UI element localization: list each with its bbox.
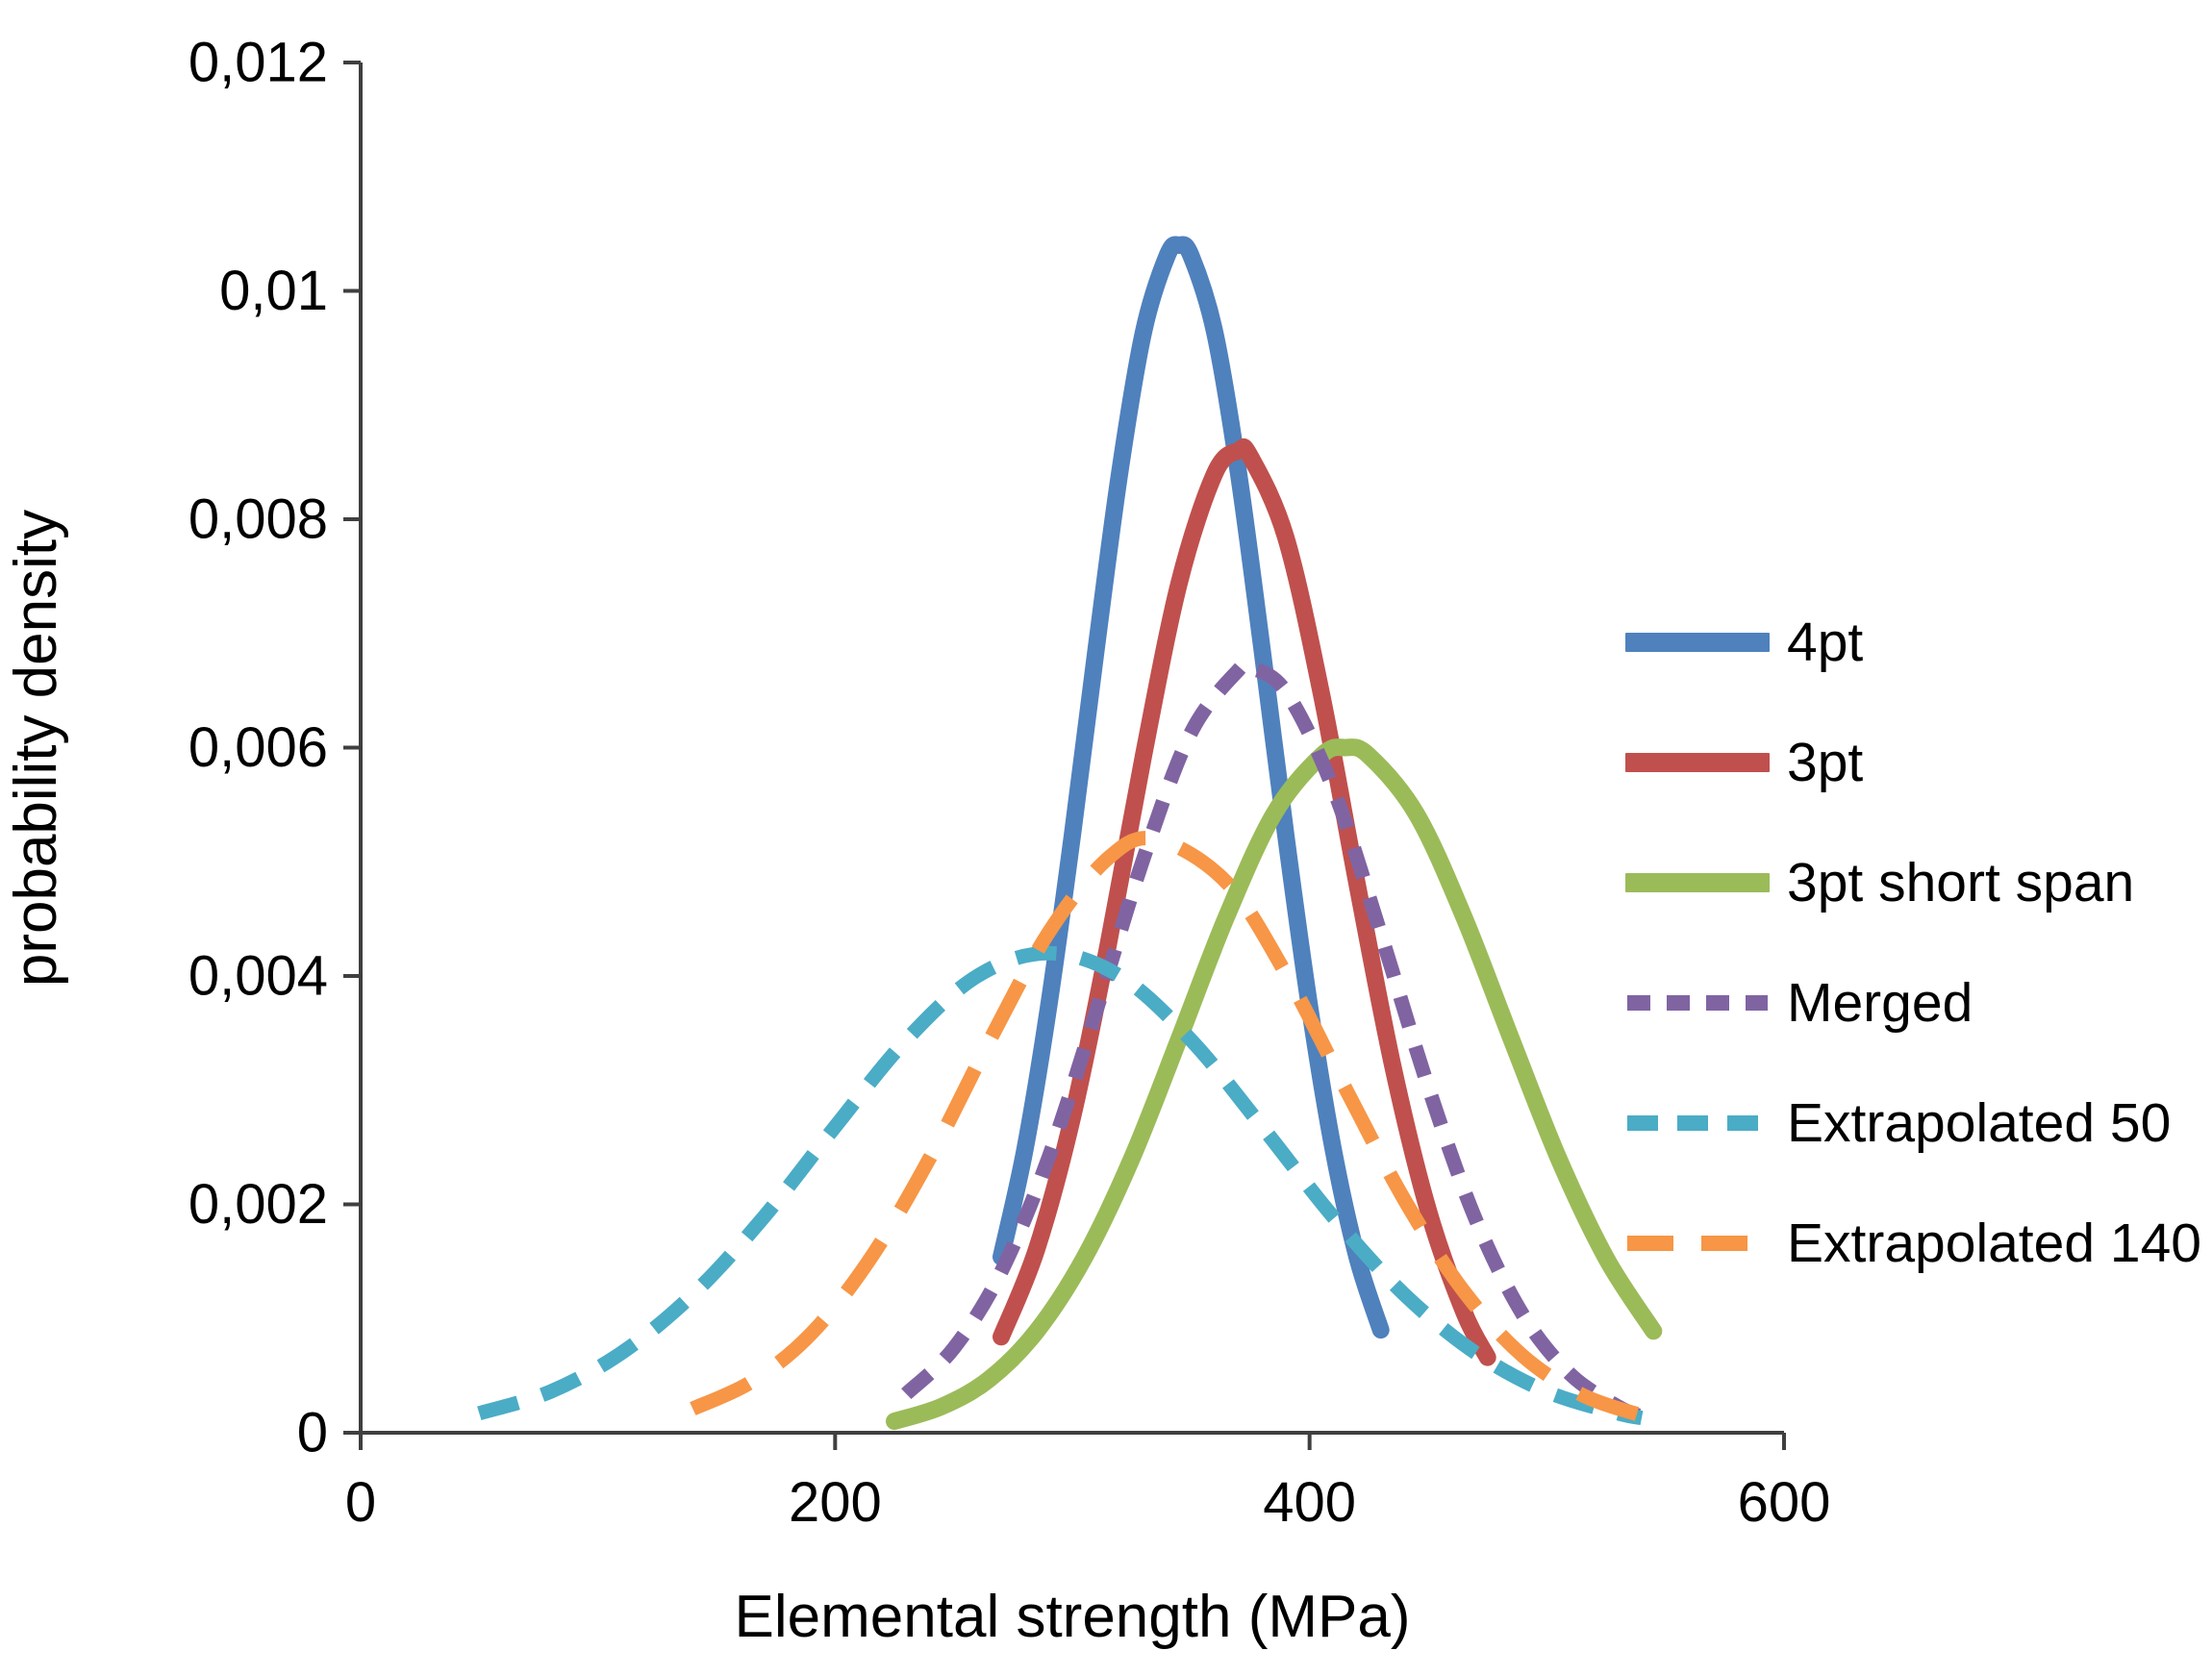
- y-tick-label: 0,002: [189, 1173, 328, 1236]
- x-tick-label: 200: [789, 1471, 882, 1534]
- legend-line-sample: [1627, 994, 1768, 1011]
- y-tick-label: 0,004: [189, 945, 328, 1008]
- y-tick-label: 0,008: [189, 488, 328, 551]
- series-line-merged: [901, 656, 1646, 1424]
- legend-line-sample: [1625, 632, 1770, 652]
- legend-label: Extrapolated 140: [1787, 1212, 2201, 1274]
- x-tick-label: 0: [345, 1471, 376, 1534]
- y-tick-label: 0,012: [189, 32, 328, 94]
- legend-label: 3pt: [1787, 731, 1864, 793]
- legend-label: Merged: [1787, 971, 1973, 1034]
- legend: 4pt 3pt 3pt short span Merged Extrapolated 5…: [1625, 582, 2201, 1303]
- x-tick-label: 600: [1738, 1471, 1831, 1534]
- legend-item-3pt: 3pt: [1625, 702, 2201, 822]
- legend-item-merged: Merged: [1625, 942, 2201, 1063]
- series-line-3pt: [993, 438, 1496, 1366]
- legend-label: 3pt short span: [1787, 851, 2135, 913]
- legend-line-sample: [1627, 1114, 1768, 1131]
- legend-item-extrapolated-50: Extrapolated 50: [1625, 1063, 2201, 1183]
- legend-label: 4pt: [1787, 611, 1864, 673]
- x-axis-title: Elemental strength (MPa): [735, 1584, 1411, 1650]
- y-axis-title: probability density: [3, 510, 69, 987]
- y-tick-label: 0,01: [219, 260, 328, 322]
- legend-line-sample: [1625, 872, 1770, 892]
- legend-line-sample: [1625, 752, 1770, 772]
- series-line-3pt-short-span: [886, 738, 1663, 1431]
- y-tick-label: 0: [297, 1402, 328, 1464]
- series-line-extrapolated-140: [690, 831, 1645, 1423]
- legend-line-sample: [1627, 1235, 1768, 1251]
- legend-item-4pt: 4pt: [1625, 582, 2201, 702]
- y-tick-label: 0,006: [189, 716, 328, 779]
- legend-item-3pt-short-span: 3pt short span: [1625, 822, 2201, 942]
- legend-item-extrapolated-140: Extrapolated 140: [1625, 1183, 2201, 1303]
- series-line-extrapolated-50: [477, 945, 1644, 1426]
- x-tick-label: 400: [1263, 1471, 1356, 1534]
- legend-label: Extrapolated 50: [1787, 1091, 2172, 1154]
